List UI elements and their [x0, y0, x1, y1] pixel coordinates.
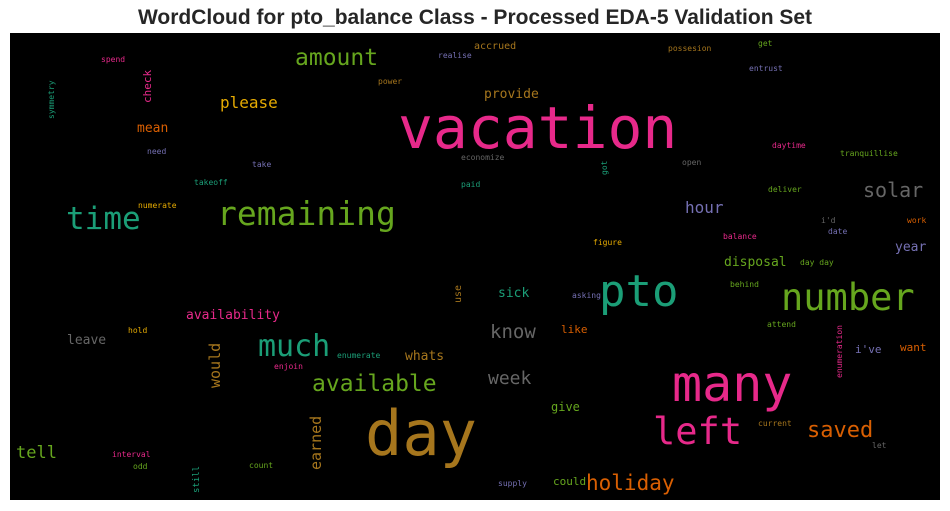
word-takeoff: takeoff — [194, 178, 228, 187]
word-figure: figure — [593, 238, 622, 247]
word-current: current — [758, 419, 792, 428]
word-count: count — [249, 461, 274, 470]
word-attend: attend — [767, 320, 796, 329]
word-please: please — [220, 93, 278, 112]
word-behind: behind — [730, 280, 759, 289]
word-day: day — [365, 397, 477, 470]
word-interval: interval — [112, 450, 151, 459]
word-leave: leave — [67, 333, 107, 348]
word-deliver: deliver — [768, 185, 802, 194]
word-economize: economize — [461, 153, 505, 162]
word-numerate: numerate — [138, 201, 177, 210]
word-mean: mean — [137, 121, 169, 136]
word-entrust: entrust — [749, 64, 783, 73]
word-work: work — [907, 216, 927, 225]
word-still: still — [192, 465, 202, 493]
word-could: could — [553, 475, 587, 488]
word-amount: amount — [295, 45, 379, 71]
word-need: need — [147, 147, 167, 156]
word-symmetry: symmetry — [47, 80, 56, 119]
word-time: time — [66, 201, 141, 237]
word-take: take — [252, 160, 272, 169]
word-pto: pto — [599, 266, 679, 317]
word-give: give — [551, 400, 580, 414]
word-paid: paid — [461, 180, 481, 189]
word-year: year — [895, 240, 927, 255]
word-enjoin: enjoin — [274, 362, 303, 371]
word-spend: spend — [101, 55, 126, 64]
word-earned: earned — [307, 415, 325, 470]
word-check: check — [141, 69, 154, 103]
word-get: get — [758, 39, 773, 48]
word-like: like — [561, 323, 588, 336]
word-available: available — [312, 371, 437, 397]
word-solar: solar — [863, 178, 924, 202]
word-use: use — [453, 284, 464, 303]
word-balance: balance — [723, 232, 757, 241]
word-asking: asking — [572, 291, 601, 300]
word-i-d: i'd — [821, 216, 836, 225]
word-much: much — [258, 329, 331, 364]
word-whats: whats — [405, 349, 445, 364]
word-availability: availability — [186, 308, 280, 323]
word-accrued: accrued — [474, 41, 517, 52]
word-tell: tell — [16, 443, 57, 463]
word-daytime: daytime — [772, 141, 806, 150]
word-supply: supply — [498, 479, 527, 488]
word-day-day: day day — [800, 258, 834, 267]
word-enumeration: enumeration — [835, 325, 844, 378]
word-odd: odd — [133, 462, 148, 471]
word-sick: sick — [498, 286, 530, 301]
word-let: let — [872, 441, 887, 450]
word-cloud: vacation day many pto number remaining time lef… — [10, 33, 940, 500]
word-disposal: disposal — [724, 255, 787, 270]
word-open: open — [682, 158, 702, 167]
word-i-ve: i've — [855, 343, 882, 356]
word-know: know — [490, 321, 536, 343]
word-left: left — [653, 410, 743, 453]
word-number: number — [781, 276, 915, 319]
word-remaining: remaining — [217, 194, 396, 233]
word-power: power — [378, 77, 403, 86]
word-possesion: possesion — [668, 44, 712, 53]
word-date: date — [828, 227, 848, 236]
word-week: week — [488, 368, 532, 389]
word-vacation: vacation — [398, 94, 678, 162]
word-saved: saved — [807, 418, 874, 443]
word-want: want — [900, 341, 927, 354]
word-provide: provide — [484, 87, 539, 102]
word-hold: hold — [128, 326, 148, 335]
word-realise: realise — [438, 51, 472, 60]
word-holiday: holiday — [586, 471, 675, 495]
word-tranquillise: tranquillise — [840, 149, 898, 158]
word-enumerate: enumerate — [337, 351, 381, 360]
word-many: many — [672, 355, 793, 413]
word-would: would — [206, 342, 224, 388]
word-hour: hour — [685, 198, 724, 217]
word-got: got — [600, 160, 609, 175]
chart-title: WordCloud for pto_balance Class - Proces… — [137, 6, 813, 29]
